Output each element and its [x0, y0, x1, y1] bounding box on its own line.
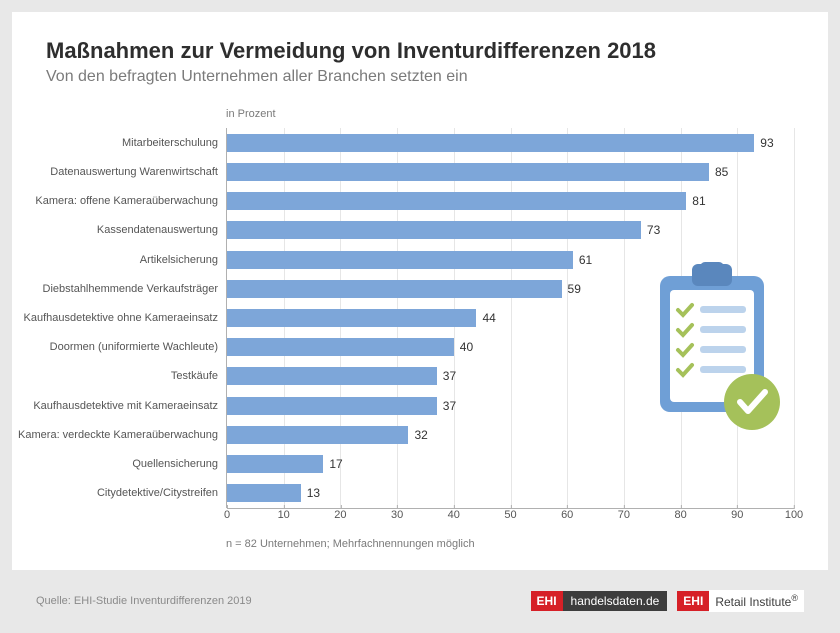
bar-row: 37 — [227, 391, 794, 420]
y-axis-label: Diebstahlhemmende Verkaufsträger — [46, 274, 226, 303]
bar-row: 37 — [227, 362, 794, 391]
bar-value: 61 — [579, 253, 592, 267]
x-axis-tick: 80 — [674, 509, 686, 521]
x-axis-tick: 30 — [391, 509, 403, 521]
bar — [227, 221, 641, 239]
bar — [227, 338, 454, 356]
bar-value: 44 — [482, 311, 495, 325]
bar-row: 93 — [227, 128, 794, 157]
x-axis-tick: 10 — [278, 509, 290, 521]
bar-value: 59 — [568, 282, 581, 296]
ehi-logo: EHI — [531, 591, 563, 611]
y-axis-label: Kamera: offene Kameraüberwachung — [46, 186, 226, 215]
bar — [227, 280, 562, 298]
bar-row: 40 — [227, 333, 794, 362]
bar-row: 61 — [227, 245, 794, 274]
y-axis-label: Doormen (uniformierte Wachleute) — [46, 333, 226, 362]
x-axis-tick: 60 — [561, 509, 573, 521]
bar-row: 81 — [227, 186, 794, 215]
bar — [227, 251, 573, 269]
plot-area: 93858173615944403737321713 0102030405060… — [226, 128, 794, 508]
badge-retail-institute: EHI Retail Institute® — [677, 590, 804, 612]
bar-row: 44 — [227, 303, 794, 332]
badge-handelsdaten: EHI handelsdaten.de — [531, 591, 668, 611]
x-axis-tick: 20 — [334, 509, 346, 521]
bar — [227, 455, 323, 473]
x-axis-tick: 90 — [731, 509, 743, 521]
y-axis-label: Datenauswertung Warenwirtschaft — [46, 157, 226, 186]
x-axis-tick: 100 — [785, 509, 803, 521]
handelsdaten-label: handelsdaten.de — [563, 591, 668, 611]
retail-institute-label: Retail Institute® — [709, 590, 804, 612]
chart-subtitle: Von den befragten Unternehmen aller Bran… — [46, 68, 794, 86]
bar-value: 13 — [307, 486, 320, 500]
bar-value: 81 — [692, 194, 705, 208]
bar — [227, 163, 709, 181]
bar — [227, 367, 437, 385]
y-axis-label: Kamera: verdeckte Kameraüberwachung — [46, 420, 226, 449]
bar-value: 93 — [760, 136, 773, 150]
bar-row: 85 — [227, 157, 794, 186]
footer: Quelle: EHI-Studie Inventurdifferenzen 2… — [12, 581, 828, 621]
gridline — [794, 128, 795, 508]
bar-value: 17 — [329, 457, 342, 471]
source-text: Quelle: EHI-Studie Inventurdifferenzen 2… — [36, 595, 521, 607]
y-axis-label: Artikelsicherung — [46, 245, 226, 274]
bar — [227, 309, 476, 327]
bar-value: 85 — [715, 165, 728, 179]
y-axis-label: Mitarbeiterschulung — [46, 128, 226, 157]
y-axis-label: Kassendatenauswertung — [46, 216, 226, 245]
footnote: n = 82 Unternehmen; Mehrfachnennungen mö… — [226, 538, 794, 550]
bar — [227, 397, 437, 415]
bar-value: 73 — [647, 223, 660, 237]
bar-value: 37 — [443, 399, 456, 413]
x-axis-tick: 40 — [448, 509, 460, 521]
ehi-logo: EHI — [677, 591, 709, 611]
x-axis-tick: 50 — [504, 509, 516, 521]
bar-value: 37 — [443, 369, 456, 383]
x-axis-tick: 70 — [618, 509, 630, 521]
x-axis: 0102030405060708090100 — [227, 508, 794, 526]
x-axis-tick: 0 — [224, 509, 230, 521]
chart-card: Maßnahmen zur Vermeidung von Inventurdif… — [12, 12, 828, 570]
bar-row: 17 — [227, 450, 794, 479]
bar — [227, 426, 408, 444]
y-axis-label: Kaufhausdetektive mit Kameraeinsatz — [46, 391, 226, 420]
y-axis-labels: MitarbeiterschulungDatenauswertung Waren… — [46, 128, 226, 508]
bar — [227, 192, 686, 210]
chart-title: Maßnahmen zur Vermeidung von Inventurdif… — [46, 38, 794, 64]
y-axis-label: Citydetektive/Citystreifen — [46, 479, 226, 508]
chart-area: MitarbeiterschulungDatenauswertung Waren… — [46, 128, 794, 508]
bar — [227, 484, 301, 502]
bar-row: 32 — [227, 420, 794, 449]
unit-label: in Prozent — [226, 108, 794, 120]
bar-value: 40 — [460, 340, 473, 354]
y-axis-label: Quellensicherung — [46, 450, 226, 479]
y-axis-label: Testkäufe — [46, 362, 226, 391]
bar-value: 32 — [414, 428, 427, 442]
bar-row: 73 — [227, 216, 794, 245]
y-axis-label: Kaufhausdetektive ohne Kameraeinsatz — [46, 303, 226, 332]
bar — [227, 134, 754, 152]
bar-row: 59 — [227, 274, 794, 303]
bars-container: 93 85 81 73 61 59 44 40 37 37 32 17 13 — [227, 128, 794, 508]
bar-row: 13 — [227, 479, 794, 508]
